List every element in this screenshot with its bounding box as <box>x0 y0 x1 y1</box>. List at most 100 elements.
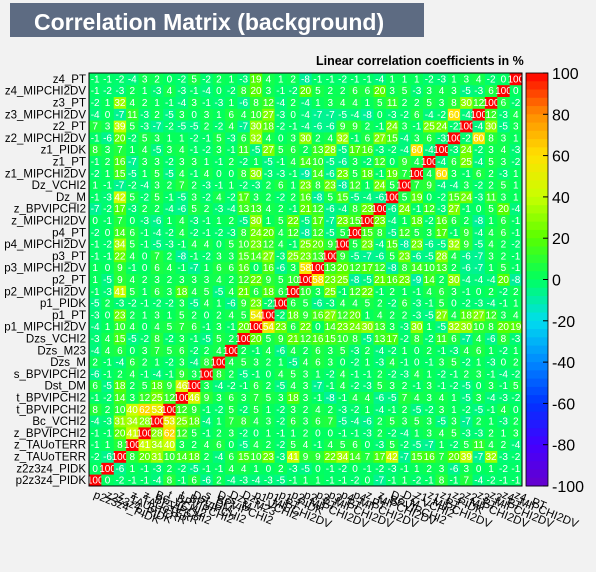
cell-value-label: 4 <box>179 145 185 156</box>
heatmap-cell <box>348 450 362 463</box>
heatmap-cell <box>410 297 424 310</box>
cell-value-label: 9 <box>402 157 408 168</box>
cell-value-label: 4 <box>315 405 321 416</box>
heatmap-cell <box>163 368 176 381</box>
cell-value-label: -3 <box>499 417 508 428</box>
cell-value-label: -2 <box>165 122 174 133</box>
heatmap-cell <box>435 309 449 322</box>
cell-value-label: 0 <box>105 110 111 121</box>
cell-value-label: 1 <box>488 346 494 357</box>
cell-value-label: 2 <box>204 204 210 215</box>
heatmap-cell <box>497 415 511 428</box>
heatmap-cell <box>89 320 102 333</box>
heatmap-cell <box>262 344 275 357</box>
cell-value-label: 6 <box>426 133 432 144</box>
cell-value-label: 0 <box>142 251 148 262</box>
cell-value-label: 4 <box>414 157 420 168</box>
cell-value-label: -7 <box>153 122 162 133</box>
cell-value-label: 0 <box>216 240 222 251</box>
cell-value-label: -4 <box>474 122 483 133</box>
heatmap-cell <box>126 309 139 322</box>
heatmap-cell <box>410 368 424 381</box>
cell-value-label: 7 <box>117 216 123 227</box>
heatmap-cell <box>398 415 412 428</box>
colorbar-tick-label: -20 <box>552 314 575 331</box>
cell-value-label: 14 <box>176 452 188 463</box>
cell-value-label: 6 <box>130 228 136 239</box>
heatmap-cell <box>138 344 152 357</box>
cell-value-label: -6 <box>115 464 124 475</box>
heatmap-cell <box>163 391 176 404</box>
cell-value-label: -2 <box>276 122 285 133</box>
cell-value-label: 3 <box>142 346 148 357</box>
heatmap-cell <box>299 320 313 333</box>
cell-value-label: 2 <box>216 310 222 321</box>
cell-value-label: 2 <box>278 464 284 475</box>
cell-value-label: 20 <box>312 240 324 251</box>
cell-value-label: -1 <box>437 381 446 392</box>
colorbar-segment <box>526 304 548 314</box>
heatmap-cell <box>299 332 313 345</box>
cell-value-label: -3 <box>437 204 446 215</box>
cell-value-label: 2 <box>377 299 383 310</box>
heatmap-cell <box>311 474 325 487</box>
cell-value-label: 20 <box>374 86 386 97</box>
heatmap-cell <box>410 450 424 463</box>
cell-value-label: 0 <box>414 346 420 357</box>
cell-value-label: 5 <box>488 204 494 215</box>
cell-value-label: 6 <box>315 358 321 369</box>
cell-value-label: 6 <box>290 322 296 333</box>
heatmap-cell <box>299 438 313 451</box>
cell-value-label: -3 <box>450 346 459 357</box>
heatmap-cell <box>212 320 226 333</box>
cell-value-label: 1 <box>130 464 136 475</box>
heatmap-cell <box>423 474 436 487</box>
cell-value-label: 5 <box>340 228 346 239</box>
cell-value-label: 4 <box>340 98 346 109</box>
cell-value-label: 7 <box>154 346 160 357</box>
cell-value-label: 24 <box>461 192 473 203</box>
cell-value-label: 2 <box>402 381 408 392</box>
heatmap-cell <box>348 403 362 416</box>
cell-value-label: -2 <box>177 74 186 85</box>
cell-value-label: -3 <box>140 216 149 227</box>
heatmap-cell <box>336 391 350 404</box>
cell-value-label: 17 <box>349 145 361 156</box>
colorbar-segment <box>526 461 548 470</box>
heatmap-cell <box>212 427 226 440</box>
heatmap-cell <box>423 332 436 345</box>
cell-value-label: 1 <box>92 181 98 192</box>
heatmap-cell <box>348 297 362 310</box>
cell-value-label: 5 <box>130 122 136 133</box>
cell-value-label: -1 <box>487 369 496 380</box>
cell-value-label: 6 <box>117 346 123 357</box>
cell-value-label: 4 <box>327 133 333 144</box>
cell-value-label: -3 <box>400 322 409 333</box>
cell-value-label: 6 <box>191 322 197 333</box>
cell-value-label: -4 <box>91 417 100 428</box>
cell-value-label: -8 <box>351 275 360 286</box>
cell-value-label: 0 <box>501 358 507 369</box>
cell-value-label: 2 <box>327 86 333 97</box>
cell-value-label: -1 <box>450 228 459 239</box>
cell-value-label: 21 <box>238 287 250 298</box>
heatmap-cell <box>187 474 201 487</box>
cell-value-label: -4 <box>115 358 124 369</box>
cell-value-label: -1 <box>363 369 372 380</box>
colorbar-segment <box>526 345 548 355</box>
y-tick-label: p2_PT <box>52 275 86 287</box>
heatmap-cell <box>336 356 350 369</box>
cell-value-label: -2 <box>289 86 298 97</box>
cell-value-label: 5 <box>241 310 247 321</box>
cell-value-label: 0 <box>92 464 98 475</box>
heatmap-cell <box>447 320 461 333</box>
cell-value-label: 4 <box>241 110 247 121</box>
cell-value-label: -1 <box>103 358 112 369</box>
cell-value-label: -2 <box>338 464 347 475</box>
heatmap-cell <box>509 297 523 310</box>
cell-value-label: 23 <box>362 240 374 251</box>
cell-value-label: 5 <box>377 381 383 392</box>
cell-value-label: 6 <box>290 417 296 428</box>
heatmap-cell <box>361 427 374 440</box>
cell-value-label: -3 <box>499 110 508 121</box>
